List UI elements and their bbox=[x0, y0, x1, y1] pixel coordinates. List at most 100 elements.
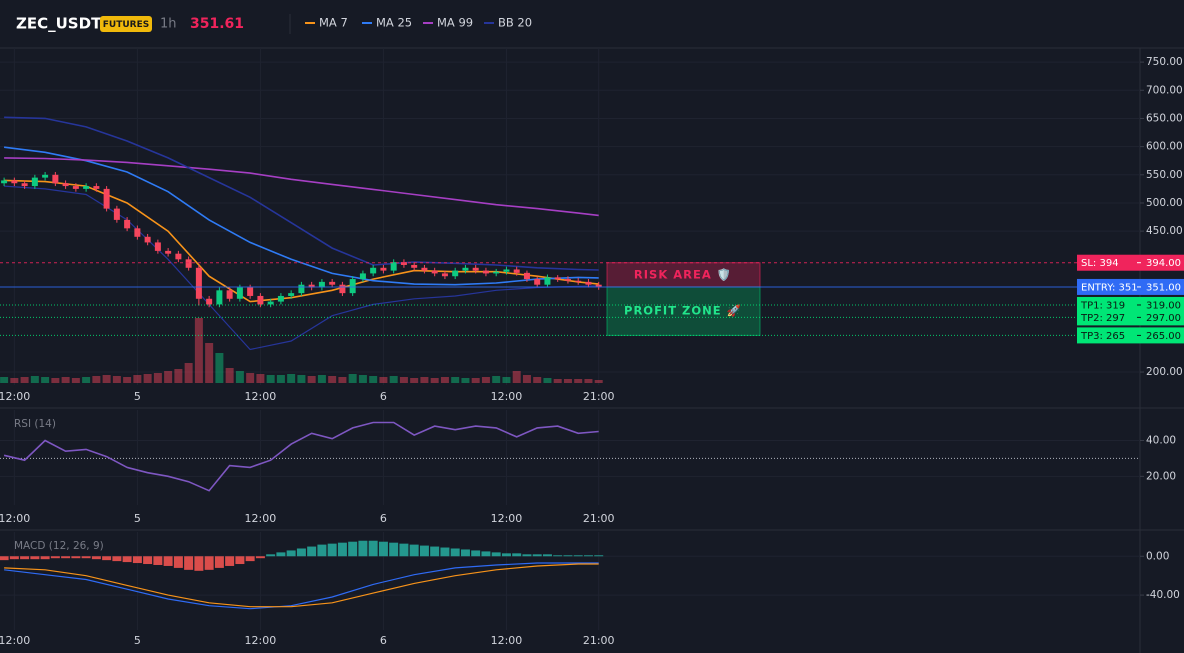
candle-body bbox=[72, 186, 79, 189]
histogram-bar bbox=[573, 555, 583, 557]
volume-bar bbox=[51, 378, 60, 383]
candle-body bbox=[400, 262, 407, 265]
candle-body bbox=[503, 269, 510, 272]
x-tick-label: 12:00 bbox=[245, 512, 277, 525]
volume-bar bbox=[133, 375, 142, 383]
histogram-bar bbox=[399, 543, 409, 557]
histogram-bar bbox=[173, 556, 183, 568]
histogram-bar bbox=[194, 556, 204, 571]
level-tag bbox=[1077, 327, 1184, 344]
candle-body bbox=[288, 293, 295, 296]
candle-body bbox=[195, 267, 202, 299]
candle-body bbox=[575, 280, 582, 282]
macd-line bbox=[4, 563, 599, 608]
ma-line bbox=[4, 116, 599, 271]
histogram-bar bbox=[204, 556, 214, 570]
candle-body bbox=[257, 295, 264, 305]
volume-bar bbox=[123, 377, 132, 383]
x-tick-label: 5 bbox=[134, 390, 141, 403]
candle-body bbox=[52, 174, 59, 184]
legend-label: BB 20 bbox=[498, 16, 532, 30]
volume-bar bbox=[338, 377, 347, 383]
histogram-bar bbox=[255, 556, 265, 559]
level-label: TP1: 319 bbox=[1080, 300, 1125, 311]
histogram-bar bbox=[20, 556, 30, 560]
candle-body bbox=[585, 281, 592, 285]
x-tick-label: 12:00 bbox=[0, 634, 30, 647]
plot-layer: 200.00450.00500.00550.00600.00650.00700.… bbox=[0, 16, 1184, 647]
histogram-bar bbox=[91, 556, 101, 560]
histogram-bar bbox=[61, 556, 71, 559]
candle-body bbox=[175, 253, 182, 260]
histogram-bar bbox=[358, 540, 368, 557]
histogram-bar bbox=[440, 547, 450, 557]
histogram-bar bbox=[9, 556, 19, 560]
histogram-bar bbox=[143, 556, 153, 565]
volume-bar bbox=[184, 363, 193, 383]
x-tick-label: 12:00 bbox=[491, 512, 523, 525]
histogram-bar bbox=[532, 554, 542, 557]
volume-bar bbox=[102, 375, 111, 383]
histogram-bar bbox=[542, 554, 552, 557]
histogram-bar bbox=[337, 542, 347, 557]
level-tag bbox=[1077, 254, 1184, 271]
level-value: 297.00 bbox=[1146, 313, 1181, 324]
candle-body bbox=[349, 279, 356, 294]
candle-body bbox=[236, 287, 243, 299]
histogram-bar bbox=[163, 556, 173, 566]
candle-body bbox=[154, 242, 161, 251]
histogram-bar bbox=[30, 556, 40, 560]
histogram-bar bbox=[594, 555, 604, 557]
candle-body bbox=[380, 267, 387, 271]
x-tick-label: 12:00 bbox=[0, 390, 30, 403]
candle-body bbox=[31, 177, 38, 187]
volume-bar bbox=[41, 377, 50, 383]
histogram-bar bbox=[81, 556, 91, 559]
y-tick-label: 500.00 bbox=[1146, 197, 1183, 209]
candle-body bbox=[564, 279, 571, 281]
candle-body bbox=[370, 267, 377, 274]
candle-body bbox=[472, 267, 479, 271]
volume-bar bbox=[20, 377, 29, 383]
volume-bar bbox=[225, 368, 234, 383]
x-tick-label: 12:00 bbox=[0, 512, 30, 525]
volume-bar bbox=[71, 378, 80, 383]
level-tag bbox=[1077, 278, 1184, 295]
histogram-bar bbox=[450, 548, 460, 557]
rsi-line bbox=[3, 421, 599, 492]
volume-bar bbox=[451, 377, 460, 383]
badge: FUTURES bbox=[103, 20, 149, 30]
volume-bar bbox=[82, 377, 91, 383]
histogram-bar bbox=[491, 552, 501, 557]
level-label: TP2: 297 bbox=[1080, 313, 1125, 324]
volume-bar bbox=[430, 378, 439, 383]
pane-title: MACD (12, 26, 9) bbox=[14, 540, 104, 552]
x-tick-label: 21:00 bbox=[583, 634, 615, 647]
candle-body bbox=[359, 273, 366, 280]
level-value: 351.00 bbox=[1146, 282, 1181, 293]
volume-bar bbox=[522, 375, 531, 383]
volume-bar bbox=[143, 374, 152, 383]
volume-bar bbox=[492, 376, 501, 383]
volume-bar bbox=[61, 377, 70, 383]
histogram-bar bbox=[235, 556, 245, 565]
y-tick-label: 700.00 bbox=[1146, 84, 1183, 96]
legend-label: MA 25 bbox=[376, 16, 412, 30]
y-tick-label: 20.00 bbox=[1146, 470, 1176, 482]
histogram-bar bbox=[409, 544, 419, 557]
candle-body bbox=[247, 287, 254, 296]
zone-label: PROFIT ZONE 🚀 bbox=[624, 304, 742, 318]
candle-body bbox=[493, 271, 500, 274]
level-value: 394.00 bbox=[1146, 258, 1181, 269]
x-tick-label: 12:00 bbox=[491, 390, 523, 403]
volume-bar bbox=[276, 375, 285, 383]
histogram-bar bbox=[327, 543, 337, 557]
histogram-bar bbox=[276, 552, 286, 557]
histogram-bar bbox=[430, 546, 440, 557]
x-tick-label: 12:00 bbox=[491, 634, 523, 647]
macd-line bbox=[4, 562, 599, 610]
histogram-bar bbox=[132, 556, 142, 564]
candle-body bbox=[523, 272, 530, 280]
histogram-bar bbox=[102, 556, 112, 561]
volume-bar bbox=[369, 376, 378, 383]
